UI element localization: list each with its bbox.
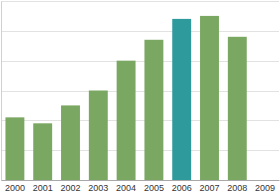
bar <box>5 117 24 180</box>
x-tick-label: 2003 <box>88 183 108 193</box>
x-tick-label: 2001 <box>33 183 53 193</box>
x-tick-label: 2002 <box>60 183 80 193</box>
grid <box>1 2 279 181</box>
x-tick: 2008 <box>227 183 247 193</box>
grid-line <box>1 180 279 181</box>
bar <box>200 16 219 180</box>
plot: 2000 2001 2002 2003 2004 2005 2006 2007 2008 2009 <box>1 2 280 194</box>
x-tick: 2004 <box>116 183 136 193</box>
x-tick: 2007 <box>199 183 219 193</box>
x-tick-label: 2000 <box>5 183 25 193</box>
x-tick-label: 2005 <box>144 183 164 193</box>
bar <box>61 105 80 180</box>
bar <box>172 19 191 180</box>
x-tick-label: 2006 <box>172 183 192 193</box>
x-tick: 2005 <box>144 183 164 193</box>
y-axis-line <box>1 2 2 181</box>
x-tick: 2003 <box>88 183 108 193</box>
x-axis-line <box>2 180 280 181</box>
x-axis: 2000 2001 2002 2003 2004 2005 2006 2007 2008 2009 <box>2 181 280 194</box>
x-tick-label: 2007 <box>199 183 219 193</box>
x-tick: 2001 <box>33 183 53 193</box>
grid-line <box>1 1 279 2</box>
bars <box>5 16 246 180</box>
chart: 2000 2001 2002 2003 2004 2005 2006 2007 2008 2009 <box>0 0 280 195</box>
x-tick: 2002 <box>60 183 80 193</box>
x-tick-label: 2004 <box>116 183 136 193</box>
grid-line <box>1 31 279 32</box>
x-tick-label: 2008 <box>227 183 247 193</box>
y-axis <box>1 2 3 181</box>
bar <box>144 40 163 180</box>
x-tick-label: 2009 <box>255 183 275 193</box>
bar <box>228 37 247 180</box>
x-tick: 2006 <box>172 183 192 193</box>
bar <box>33 123 52 180</box>
x-tick: 2009 <box>255 183 275 193</box>
bar <box>89 91 108 181</box>
x-tick: 2000 <box>5 183 25 193</box>
bar <box>117 61 136 180</box>
